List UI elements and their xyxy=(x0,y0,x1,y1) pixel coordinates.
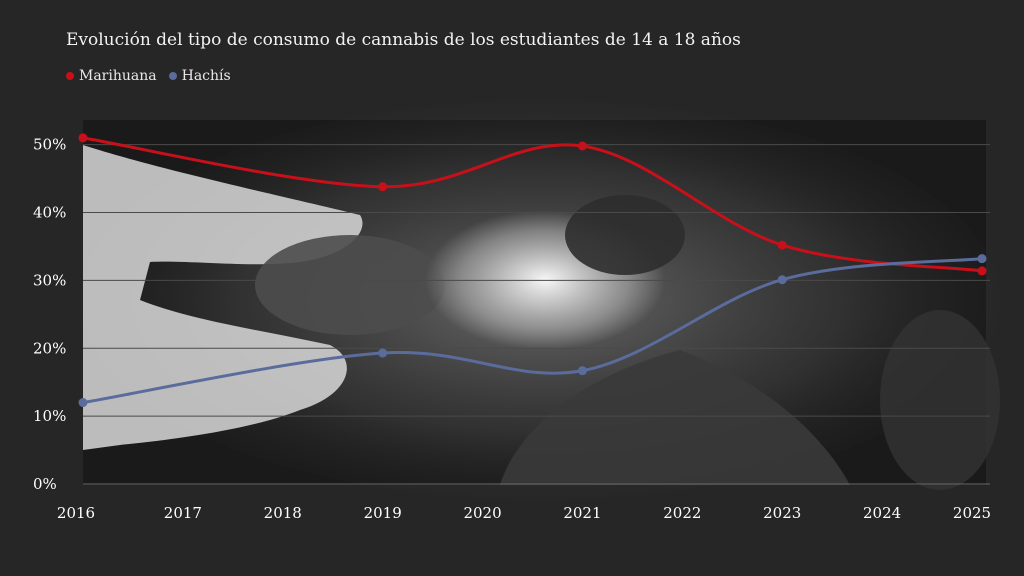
x-tick-label: 2021 xyxy=(563,504,601,522)
y-tick-label: 40% xyxy=(33,204,66,222)
legend-label-hachis: Hachís xyxy=(181,68,231,84)
x-tick-label: 2019 xyxy=(364,504,402,522)
data-point-hachis-2023[interactable] xyxy=(777,275,787,285)
y-tick-label: 20% xyxy=(33,339,66,357)
legend-marker-hachis xyxy=(168,72,177,80)
x-tick-label: 2025 xyxy=(953,504,991,522)
legend-item-marihuana[interactable]: Marihuana xyxy=(66,68,157,84)
data-point-hachis-2025[interactable] xyxy=(977,254,987,264)
chart-title: Evolución del tipo de consumo de cannabi… xyxy=(66,30,741,50)
legend-label-marihuana: Marihuana xyxy=(79,68,157,84)
background-photo xyxy=(80,100,1000,500)
data-point-marihuana-2016[interactable] xyxy=(78,133,88,143)
y-tick-label: 10% xyxy=(33,407,66,425)
data-point-hachis-2019[interactable] xyxy=(378,348,388,358)
x-tick-label: 2017 xyxy=(164,504,202,522)
y-tick-label: 50% xyxy=(33,136,66,154)
x-tick-label: 2018 xyxy=(264,504,302,522)
x-tick-label: 2022 xyxy=(663,504,701,522)
data-point-marihuana-2023[interactable] xyxy=(777,240,787,250)
legend: Marihuana Hachís xyxy=(66,68,231,84)
legend-item-hachis[interactable]: Hachís xyxy=(168,68,231,84)
legend-marker-marihuana xyxy=(66,72,74,80)
data-point-marihuana-2019[interactable] xyxy=(378,182,388,192)
x-tick-label: 2016 xyxy=(57,504,95,522)
data-point-marihuana-2025[interactable] xyxy=(977,266,987,276)
x-tick-label: 2023 xyxy=(763,504,801,522)
x-tick-label: 2020 xyxy=(463,504,501,522)
x-tick-label: 2024 xyxy=(863,504,901,522)
y-tick-label: 0% xyxy=(33,475,57,493)
data-point-hachis-2016[interactable] xyxy=(78,398,88,408)
data-point-hachis-2021[interactable] xyxy=(577,366,587,376)
y-tick-label: 30% xyxy=(33,271,66,289)
data-point-marihuana-2021[interactable] xyxy=(577,141,587,151)
